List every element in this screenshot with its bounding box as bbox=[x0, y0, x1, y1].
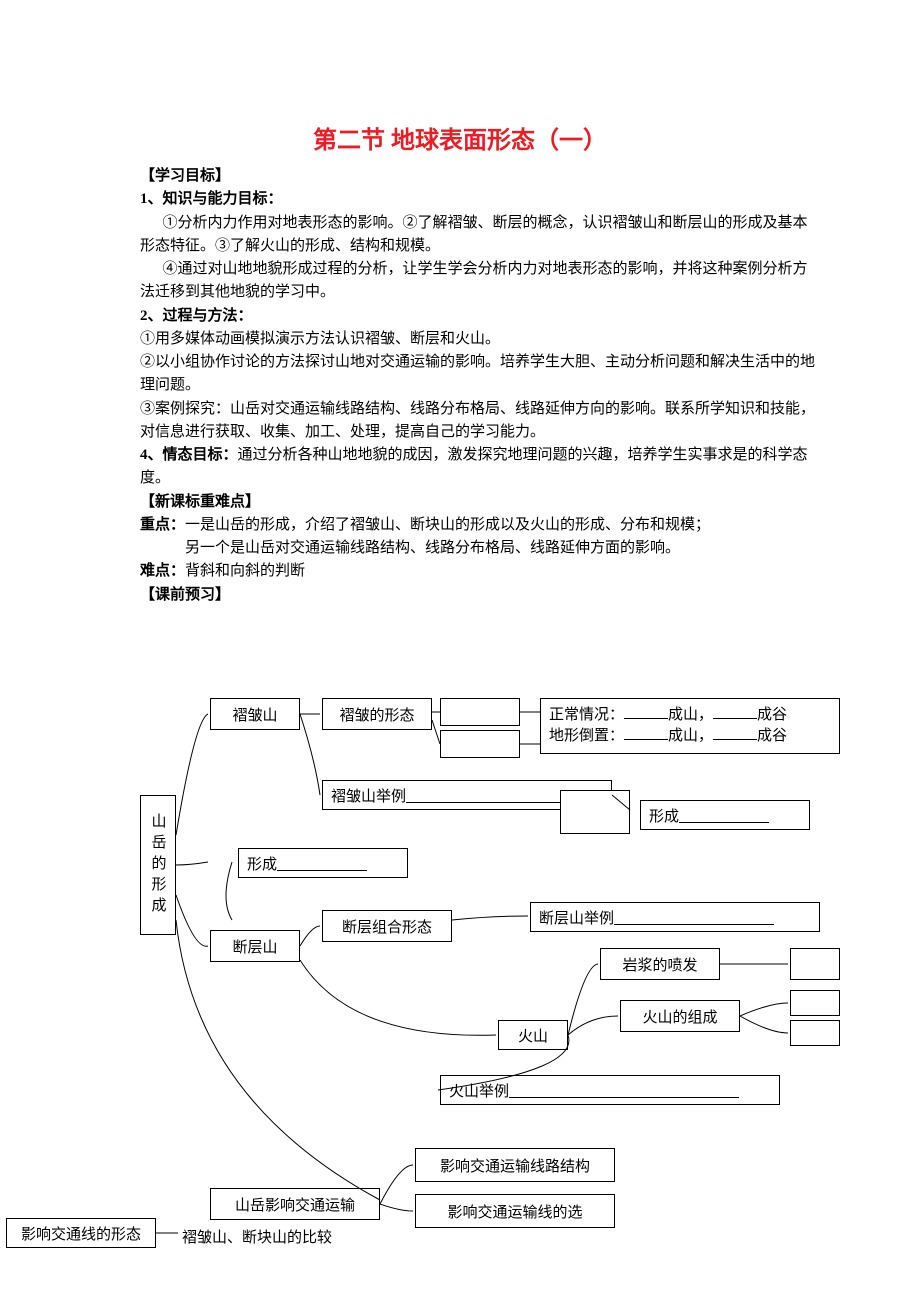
process-item-3: ③案例探究：山岳对交通运输线路结构、线路分布格局、线路延伸方向的影响。联系所学知… bbox=[140, 398, 820, 445]
heading-process: 2、过程与方法： bbox=[140, 305, 820, 328]
key-point-1: 重点：一是山岳的形成，介绍了褶皱山、断块山的形成以及火山的形成、分布和规模； bbox=[140, 514, 820, 537]
node-left-label: 影响交通线的形态 bbox=[6, 1218, 156, 1248]
node-empty-5 bbox=[790, 990, 840, 1016]
node-empty-4 bbox=[790, 948, 840, 980]
node-huoshan-zucheng: 火山的组成 bbox=[620, 1000, 740, 1032]
node-zhexi-form: 褶皱的形态 bbox=[322, 698, 432, 730]
node-shanyue-traffic: 山岳影响交通运输 bbox=[210, 1188, 380, 1220]
diff-label: 难点： bbox=[140, 563, 185, 579]
emotion-label: 4、情态目标： bbox=[140, 447, 238, 463]
process-item-1: ①用多媒体动画模拟演示方法认识褶皱、断层和火山。 bbox=[140, 328, 820, 351]
node-empty-2 bbox=[440, 730, 520, 758]
node-empty-1 bbox=[440, 698, 520, 726]
node-xingcheng-right: 形成 bbox=[640, 800, 810, 830]
node-compare: 褶皱山、断块山的比较 bbox=[182, 1226, 332, 1247]
node-traffic-select: 影响交通运输线的选 bbox=[415, 1194, 615, 1228]
heading-goals: 【学习目标】 bbox=[140, 165, 820, 188]
heading-standard: 【新课标重难点】 bbox=[140, 491, 820, 514]
body-text-block: 【学习目标】 1、知识与能力目标： ①分析内力作用对地表形态的影响。②了解褶皱、… bbox=[140, 165, 820, 607]
node-duancengshan: 断层山 bbox=[210, 930, 300, 962]
node-xingcheng-center: 形成 bbox=[238, 848, 408, 878]
normal-line: 正常情况：成山，成谷 bbox=[549, 703, 787, 724]
node-empty-3 bbox=[560, 790, 630, 834]
node-zhexishan: 褶皱山 bbox=[210, 698, 300, 730]
node-duanceng-zuhe: 断层组合形态 bbox=[322, 910, 452, 942]
emotion-text: 通过分析各种山地地貌的成因，激发探究地理问题的兴趣，培养学生实事求是的科学态度。 bbox=[140, 447, 808, 486]
node-huoshan-example: 火山举例 bbox=[440, 1075, 780, 1105]
process-item-2: ②以小组协作讨论的方法探讨山地对交通运输的影响。培养学生大胆、主动分析问题和解决… bbox=[140, 351, 820, 398]
knowledge-item-1: ①分析内力作用对地表形态的影响。②了解褶皱、断层的概念，认识褶皱山和断层山的形成… bbox=[140, 212, 820, 259]
knowledge-item-4: ④通过对山地地貌形成过程的分析，让学生学会分析内力对地表形态的影响，并将这种案例… bbox=[140, 258, 820, 305]
kp1: 一是山岳的形成，介绍了褶皱山、断块山的形成以及火山的形成、分布和规模； bbox=[185, 517, 710, 533]
node-huoshan: 火山 bbox=[498, 1020, 568, 1050]
node-duanceng-example: 断层山举例 bbox=[530, 902, 820, 932]
document-title: 第二节 地球表面形态（一） bbox=[0, 120, 920, 155]
node-normal-invert: 正常情况：成山，成谷 地形倒置：成山，成谷 bbox=[540, 698, 840, 754]
emotion-line: 4、情态目标：通过分析各种山地地貌的成因，激发探究地理问题的兴趣，培养学生实事求… bbox=[140, 444, 820, 491]
node-empty-6 bbox=[790, 1020, 840, 1046]
node-traffic-struct: 影响交通运输线路结构 bbox=[415, 1148, 615, 1182]
diff-text: 背斜和向斜的判断 bbox=[185, 563, 305, 579]
heading-preview: 【课前预习】 bbox=[140, 584, 820, 607]
invert-line: 地形倒置：成山，成谷 bbox=[549, 724, 787, 745]
key-label: 重点： bbox=[140, 517, 185, 533]
node-yanjiang: 岩浆的喷发 bbox=[600, 948, 720, 980]
node-root: 山岳的形成 bbox=[140, 795, 176, 935]
heading-knowledge: 1、知识与能力目标： bbox=[140, 188, 820, 211]
key-point-2: 另一个是山岳对交通运输线路结构、线路分布格局、线路延伸方面的影响。 bbox=[140, 537, 820, 560]
page-root: 第二节 地球表面形态（一） 【学习目标】 1、知识与能力目标： ①分析内力作用对… bbox=[0, 0, 920, 1302]
difficulty-line: 难点：背斜和向斜的判断 bbox=[140, 560, 820, 583]
